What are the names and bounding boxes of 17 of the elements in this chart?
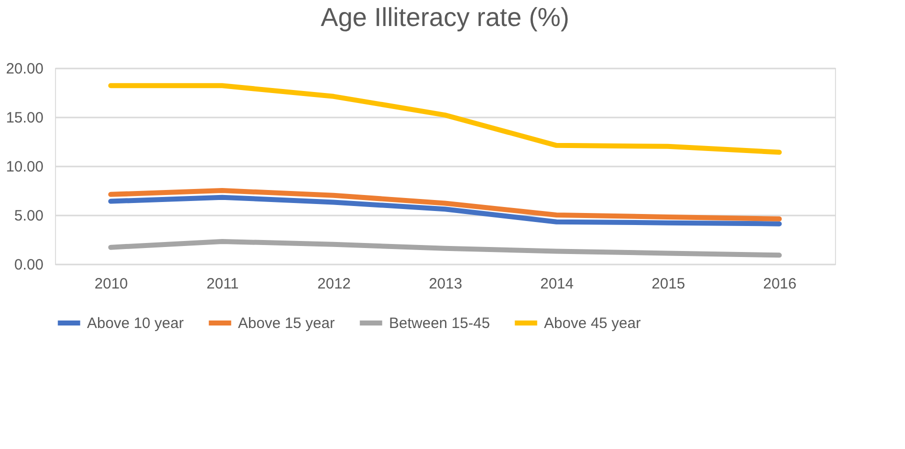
legend-label: Above 45 year: [544, 315, 641, 332]
x-tick-label: 2010: [94, 276, 128, 292]
legend-label: Above 10 year: [87, 315, 184, 332]
y-tick-label: 0.00: [14, 256, 44, 274]
x-tick-label: 2011: [206, 276, 239, 292]
y-tick-label: 15.00: [6, 110, 44, 126]
y-tick-label: 5.00: [14, 208, 44, 224]
x-tick-label: 2012: [317, 276, 351, 292]
x-tick-label: 2013: [428, 276, 462, 292]
x-tick-label: 2016: [763, 276, 796, 292]
legend-label: Above 15 year: [238, 315, 335, 332]
y-tick-label: 10.00: [6, 158, 44, 176]
legend-label: Between 15-45: [389, 315, 490, 332]
chart-title: Age Illiteracy rate (%): [320, 2, 570, 32]
x-tick-label: 2014: [540, 276, 574, 292]
y-tick-label: 20.00: [6, 60, 44, 78]
x-tick-label: 2015: [652, 276, 686, 292]
